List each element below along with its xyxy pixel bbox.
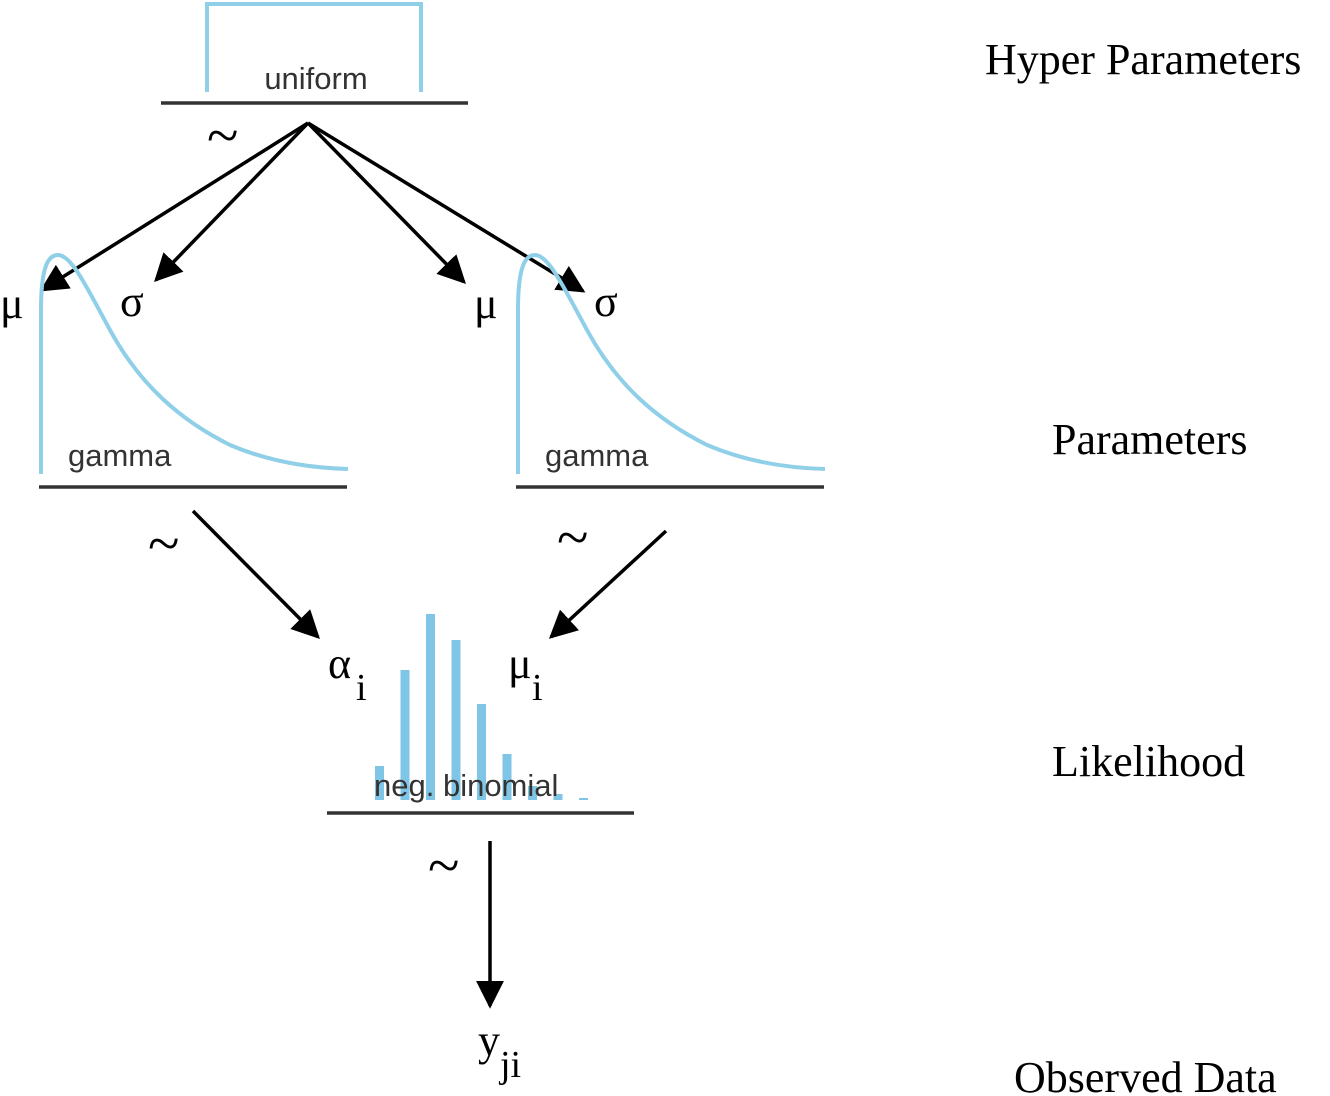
mu-i-subscript: i	[532, 667, 543, 709]
negbin-bar	[502, 754, 512, 800]
alpha-subscript: i	[356, 667, 367, 709]
uniform-distribution: uniform	[161, 2, 468, 105]
negbin-bar	[426, 614, 435, 800]
gamma-left-curve	[39, 252, 349, 474]
negbin-bar	[400, 670, 410, 800]
tilde-gamma-left: ~	[148, 511, 179, 576]
uniform-label: uniform	[264, 61, 367, 96]
gamma-left-label: gamma	[68, 438, 172, 473]
y-subscript: ji	[498, 1044, 521, 1086]
mu-i-symbol: μ	[508, 639, 532, 688]
arrow-to-mu-left	[39, 121, 309, 292]
gamma-left-distribution: gamma	[39, 252, 349, 489]
arrow-to-mu-right	[306, 121, 466, 284]
tilde-negbin: ~	[428, 833, 459, 898]
uniform-curve	[205, 2, 423, 92]
alpha-symbol: α	[328, 639, 351, 688]
arrow-to-sigma-right	[307, 121, 586, 293]
negbin-distribution: neg. binomial	[327, 614, 634, 815]
tilde-gamma-right: ~	[557, 505, 588, 570]
arrow-to-alpha	[191, 509, 320, 639]
level-hyper-parameters: Hyper Parameters	[985, 35, 1301, 84]
negbin-bar	[451, 640, 461, 800]
negbin-bars	[375, 614, 588, 800]
y-symbol: y	[478, 1016, 500, 1065]
level-observed-data: Observed Data	[1014, 1053, 1277, 1096]
mu-left: μ	[0, 279, 24, 328]
hyper-arrows	[39, 121, 586, 293]
tilde-uniform: ~	[207, 103, 238, 168]
sigma-left: σ	[120, 277, 144, 326]
level-parameters: Parameters	[1052, 415, 1247, 464]
gamma-right-label: gamma	[545, 438, 649, 473]
mu-right: μ	[474, 279, 498, 328]
sigma-right: σ	[594, 277, 618, 326]
negbin-bar	[477, 704, 486, 800]
arrow-to-sigma-left	[154, 121, 310, 283]
negbin-bar	[528, 786, 537, 800]
negbin-bar	[579, 798, 588, 800]
negbin-bar	[553, 794, 563, 800]
negbin-label: neg. binomial	[374, 768, 558, 803]
gamma-right-curve	[516, 252, 826, 474]
y-ji: y ji	[478, 1016, 521, 1086]
negbin-bar	[375, 766, 384, 800]
alpha-i: α i	[328, 639, 367, 709]
arrow-to-mu-i	[548, 529, 668, 639]
mu-i: μ i	[508, 639, 543, 709]
gamma-right-distribution: gamma	[516, 252, 826, 489]
level-likelihood: Likelihood	[1052, 737, 1245, 786]
